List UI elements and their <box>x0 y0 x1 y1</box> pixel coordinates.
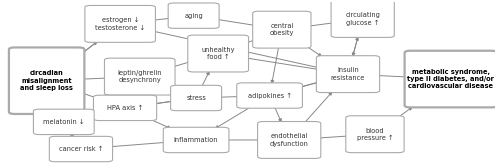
FancyBboxPatch shape <box>258 121 321 158</box>
Text: metabolic syndrome,
type II diabetes, and/or
cardiovascular disease: metabolic syndrome, type II diabetes, an… <box>408 69 494 89</box>
FancyBboxPatch shape <box>9 47 85 114</box>
FancyBboxPatch shape <box>346 116 404 153</box>
Text: endothelial
dysfunction: endothelial dysfunction <box>270 133 308 147</box>
Text: central
obesity: central obesity <box>270 23 294 36</box>
Text: blood
pressure ↑: blood pressure ↑ <box>356 128 393 141</box>
Text: melatonin ↓: melatonin ↓ <box>43 119 84 125</box>
Text: estrogen ↓
testosterone ↓: estrogen ↓ testosterone ↓ <box>95 17 145 31</box>
Text: circadian
misalignment
and sleep loss: circadian misalignment and sleep loss <box>20 70 73 91</box>
FancyBboxPatch shape <box>404 51 497 107</box>
FancyBboxPatch shape <box>104 58 175 95</box>
FancyBboxPatch shape <box>316 56 380 93</box>
FancyBboxPatch shape <box>94 95 156 121</box>
Text: circulating
glucose ↑: circulating glucose ↑ <box>346 12 380 26</box>
FancyBboxPatch shape <box>331 1 394 37</box>
FancyBboxPatch shape <box>252 11 311 48</box>
FancyBboxPatch shape <box>85 6 156 42</box>
Text: adipokines ↑: adipokines ↑ <box>248 92 292 99</box>
Text: aging: aging <box>184 13 203 19</box>
FancyBboxPatch shape <box>188 35 248 72</box>
FancyBboxPatch shape <box>237 83 302 108</box>
FancyBboxPatch shape <box>168 3 219 28</box>
Text: stress: stress <box>186 95 206 101</box>
FancyBboxPatch shape <box>34 109 94 135</box>
FancyBboxPatch shape <box>50 136 112 162</box>
FancyBboxPatch shape <box>170 85 222 111</box>
FancyBboxPatch shape <box>164 127 229 153</box>
Text: HPA axis ↑: HPA axis ↑ <box>107 105 143 111</box>
Text: unhealthy
food ↑: unhealthy food ↑ <box>202 47 235 60</box>
Text: cancer risk ↑: cancer risk ↑ <box>59 146 103 152</box>
Text: insulin
resistance: insulin resistance <box>331 68 365 81</box>
Text: inflammation: inflammation <box>174 137 218 143</box>
Text: leptin/ghrelin
desynchrony: leptin/ghrelin desynchrony <box>118 70 162 83</box>
